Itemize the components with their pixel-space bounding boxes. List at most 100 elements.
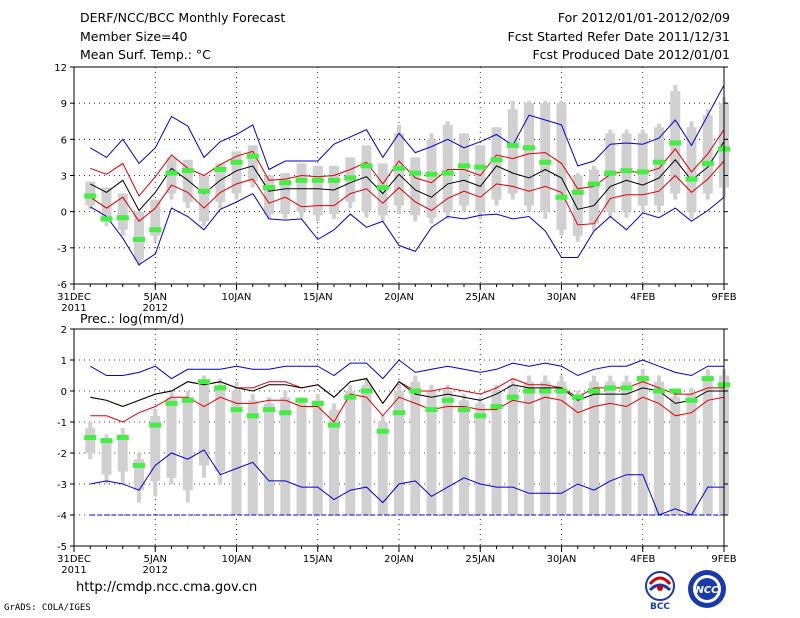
observed-marker xyxy=(393,410,405,416)
y-tick-label: -5 xyxy=(57,542,67,553)
box-body xyxy=(280,173,291,215)
observed-marker xyxy=(506,394,519,400)
header-variable: Mean Surf. Temp.: °C xyxy=(80,47,211,62)
box-body xyxy=(199,381,209,466)
box-body xyxy=(182,397,193,491)
box-body xyxy=(475,145,486,212)
observed-marker xyxy=(230,407,243,413)
y-tick-label: 9 xyxy=(61,99,67,110)
observed-marker xyxy=(685,397,698,403)
box-body xyxy=(345,391,356,515)
observed-marker xyxy=(376,185,389,191)
box-body xyxy=(605,381,616,515)
box-body xyxy=(264,403,274,515)
observed-marker xyxy=(653,159,665,165)
observed-marker xyxy=(571,189,584,195)
observed-marker xyxy=(311,177,324,183)
header-period: For 2012/01/01-2012/02/09 xyxy=(557,10,730,25)
observed-marker xyxy=(133,236,145,242)
x-tick-label: 15JAN xyxy=(303,554,333,565)
box-body xyxy=(540,381,551,515)
box-body xyxy=(215,163,226,203)
observed-marker xyxy=(571,394,584,400)
x-tick-label: 10JAN xyxy=(222,554,252,565)
bcc-logo-text: BCC xyxy=(650,602,670,612)
header-member-size: Member Size=40 xyxy=(80,29,188,44)
observed-marker xyxy=(149,422,162,428)
box-body xyxy=(199,175,209,222)
box-body xyxy=(231,151,242,194)
observed-marker xyxy=(279,180,292,186)
x-tick-year: 2012 xyxy=(143,565,168,576)
mean-line xyxy=(90,141,725,212)
x-tick-label: 30JAN xyxy=(547,554,577,565)
box-body xyxy=(280,397,291,515)
observed-marker xyxy=(685,176,698,182)
box-body xyxy=(101,187,112,222)
box-body xyxy=(361,145,372,212)
max-line xyxy=(90,359,724,380)
observed-marker xyxy=(701,160,714,166)
box-body xyxy=(524,381,534,515)
observed-marker xyxy=(181,397,194,403)
box-body xyxy=(394,391,404,515)
x-tick-label: 30JAN xyxy=(547,292,577,303)
box-body xyxy=(150,199,161,236)
observed-marker xyxy=(246,413,259,419)
max-line xyxy=(90,84,725,171)
observed-marker xyxy=(100,216,113,222)
ncc-logo-text: NCC xyxy=(695,585,719,596)
observed-marker xyxy=(393,165,405,171)
box-body xyxy=(166,397,177,478)
y-tick-label: -4 xyxy=(57,511,67,522)
upper-line xyxy=(90,129,725,197)
y-tick-label: -3 xyxy=(57,244,67,255)
observed-marker xyxy=(458,163,470,169)
observed-marker xyxy=(588,181,600,187)
observed-marker xyxy=(604,385,617,391)
box-body xyxy=(621,381,632,515)
x-tick-label: 20JAN xyxy=(384,292,414,303)
x-tick-label: 25JAN xyxy=(465,292,495,303)
mean-line xyxy=(90,378,724,408)
box-body xyxy=(491,391,502,515)
observed-marker xyxy=(84,193,97,199)
x-tick-label: 10JAN xyxy=(222,292,252,303)
box-body xyxy=(296,163,307,212)
observed-marker xyxy=(490,157,503,163)
box-body xyxy=(150,415,161,481)
box-body xyxy=(654,381,664,515)
box-body xyxy=(312,165,323,216)
box-body xyxy=(312,400,323,515)
lower-line xyxy=(90,160,725,226)
footer-url-link[interactable]: http://cmdp.ncc.cma.gov.cn xyxy=(76,580,258,595)
x-tick-label: 4FEB xyxy=(630,554,655,565)
observed-marker xyxy=(441,397,454,403)
observed-marker xyxy=(165,400,178,406)
box-body xyxy=(442,124,453,212)
observed-marker xyxy=(100,438,113,444)
box-body xyxy=(426,139,437,218)
observed-marker xyxy=(328,177,340,183)
lower-line xyxy=(90,393,725,423)
y-tick-label: -3 xyxy=(57,480,67,491)
box-body xyxy=(572,175,583,236)
box-body xyxy=(134,211,144,260)
y-tick-label: 1 xyxy=(61,356,67,367)
box-body xyxy=(459,400,469,515)
observed-marker xyxy=(246,153,259,159)
y-tick-label: 12 xyxy=(54,63,67,74)
box-body xyxy=(589,169,599,224)
y-tick-label: -2 xyxy=(57,449,67,460)
observed-marker xyxy=(523,145,535,151)
box-body xyxy=(491,127,502,200)
observed-marker xyxy=(344,394,357,400)
observed-marker xyxy=(539,388,552,394)
box-body xyxy=(686,127,697,212)
observed-marker xyxy=(116,215,129,221)
box-body xyxy=(654,127,664,206)
observed-marker xyxy=(636,376,649,382)
observed-marker xyxy=(441,170,454,176)
